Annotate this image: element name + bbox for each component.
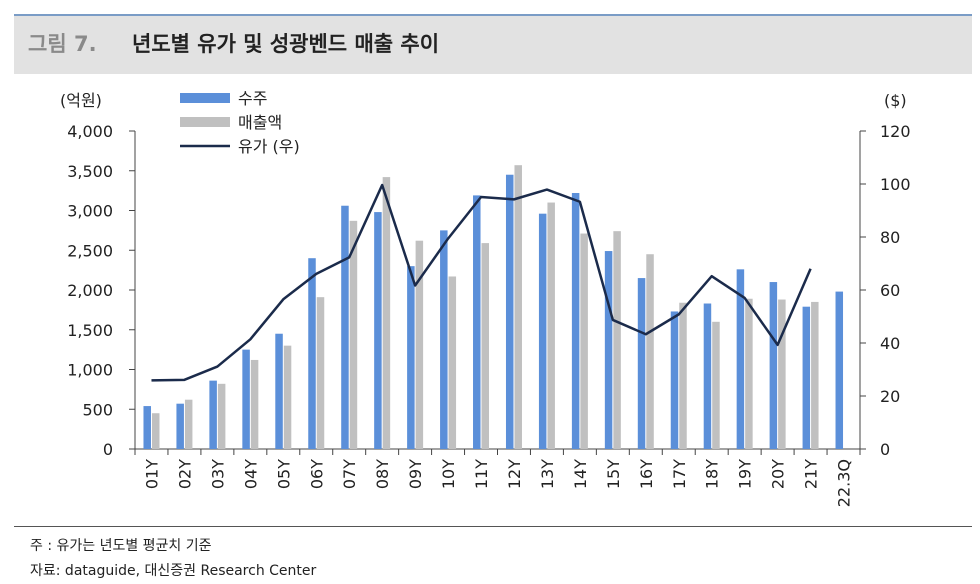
bar-sales: [283, 345, 292, 449]
x-tick-label: 17Y: [670, 459, 689, 489]
right-tick-label: 100: [880, 175, 911, 194]
bar-orders: [308, 258, 316, 449]
bar-orders: [604, 251, 613, 449]
left-tick-label: 500: [82, 400, 113, 419]
bar-orders: [407, 266, 415, 449]
left-axis-unit: (억원): [60, 91, 102, 110]
left-tick-label: 4,000: [67, 122, 113, 141]
bar-orders: [637, 278, 646, 449]
footer-rule: [14, 526, 972, 527]
x-tick-label: 22.3Q: [835, 459, 854, 507]
bar-orders: [209, 380, 217, 449]
right-tick-label: 0: [880, 440, 890, 459]
legend-swatch-sales: [180, 117, 230, 127]
bar-orders: [176, 403, 184, 449]
source-note: 자료: dataguide, 대신증권 Research Center: [30, 563, 317, 579]
left-tick-label: 0: [103, 440, 113, 459]
bar-sales: [448, 276, 457, 449]
bar-orders: [736, 269, 745, 449]
bar-sales: [712, 321, 720, 449]
oil-price-line: [151, 183, 812, 382]
x-tick-label: 21Y: [802, 459, 821, 489]
combo-chart: 0 500 1,000 1,500 2,000 2,500 3,000 3,500 4,000 0…: [60, 89, 911, 507]
bar-orders: [571, 193, 580, 449]
x-tick-label: 11Y: [472, 459, 491, 489]
bar-sales: [514, 165, 522, 449]
bar-orders: [374, 212, 382, 449]
bar-orders: [769, 282, 778, 449]
x-tick-label: 12Y: [505, 459, 524, 489]
bar-sales: [250, 359, 259, 449]
legend-label-oil: 유가 (우): [238, 137, 300, 156]
bar-orders: [505, 174, 514, 449]
legend-label-sales: 매출액: [238, 113, 282, 132]
left-tick-label: 2,500: [67, 241, 113, 260]
bar-orders: [703, 303, 712, 449]
x-tick-label: 05Y: [274, 459, 293, 489]
bar-orders: [341, 205, 349, 449]
header-top-rule: [14, 14, 972, 16]
bar-sales: [382, 177, 391, 450]
bar-sales: [613, 231, 621, 449]
x-tick-label: 14Y: [571, 459, 590, 489]
x-tick-label: 20Y: [769, 459, 788, 489]
x-tick-label: 13Y: [538, 459, 557, 489]
bar-sales: [481, 243, 490, 449]
x-tick-label: 01Y: [142, 459, 161, 489]
left-tick-label: 2,000: [67, 281, 113, 300]
bar-sales: [811, 301, 819, 449]
bar-sales: [646, 254, 654, 449]
right-tick-label: 20: [880, 387, 900, 406]
legend-swatch-orders: [180, 93, 230, 103]
bar-orders: [143, 406, 151, 449]
footnote: 주 : 유가는 년도별 평균치 기준: [30, 538, 212, 554]
bar-sales: [217, 383, 226, 449]
x-tick-label: 03Y: [208, 459, 227, 489]
figure-title: 년도별 유가 및 성광벤드 매출 추이: [132, 32, 440, 56]
x-tick-label: 18Y: [703, 459, 722, 489]
bar-orders: [670, 311, 679, 449]
bar-orders: [440, 230, 448, 449]
left-tick-label: 3,000: [67, 202, 113, 221]
bar-sales: [580, 233, 588, 449]
bar-sales: [316, 297, 325, 449]
right-tick-label: 40: [880, 334, 900, 353]
right-tick-label: 120: [880, 122, 911, 141]
bar-sales: [151, 413, 160, 449]
x-tick-label: 06Y: [307, 459, 326, 489]
figure-header: 그림 7. 년도별 유가 및 성광벤드 매출 추이: [14, 16, 972, 74]
bar-sales: [349, 220, 358, 449]
bar-sales: [778, 299, 786, 449]
left-tick-label: 3,500: [67, 162, 113, 181]
bar-orders: [242, 349, 250, 449]
bar-orders: [275, 333, 283, 449]
bar-sales: [184, 399, 193, 449]
bar-orders: [835, 291, 844, 449]
bar-sales: [745, 298, 753, 449]
x-tick-label: 15Y: [604, 459, 623, 489]
x-tick-label: 10Y: [439, 459, 458, 489]
bar-sales: [679, 302, 687, 449]
left-tick-label: 1,500: [67, 321, 113, 340]
bar-orders: [538, 213, 547, 449]
x-tick-label: 02Y: [175, 459, 194, 489]
bar-sales: [415, 240, 424, 449]
x-tick-label: 19Y: [736, 459, 755, 489]
x-tick-label: 04Y: [241, 459, 260, 489]
bar-orders: [473, 195, 481, 449]
figure-number: 그림 7.: [28, 32, 97, 56]
right-tick-label: 80: [880, 228, 900, 247]
bar-sales: [547, 202, 555, 449]
x-tick-label: 07Y: [340, 459, 359, 489]
left-tick-label: 1,000: [67, 361, 113, 380]
x-tick-label: 09Y: [406, 459, 425, 489]
right-tick-label: 60: [880, 281, 900, 300]
right-axis-unit: ($): [884, 91, 907, 110]
bar-orders: [802, 306, 811, 449]
legend-label-orders: 수주: [238, 89, 267, 108]
x-tick-label: 16Y: [637, 459, 656, 489]
x-tick-label: 08Y: [373, 459, 392, 489]
